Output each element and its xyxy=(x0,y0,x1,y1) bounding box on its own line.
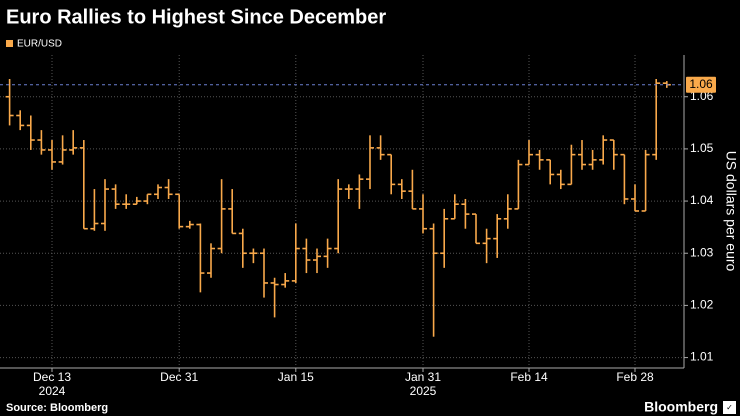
x-tick-label: Feb 14 xyxy=(510,370,548,384)
x-tick-label: Dec 13 xyxy=(33,370,71,384)
x-tick-label: Feb 28 xyxy=(616,370,654,384)
y-axis-title: US dollars per euro xyxy=(723,151,739,272)
legend-swatch xyxy=(6,40,13,47)
last-value-box xyxy=(686,76,716,93)
legend-label: EUR/USD xyxy=(17,39,62,50)
x-year-label: 2024 xyxy=(39,384,66,398)
x-tick-label: Jan 15 xyxy=(278,370,314,384)
x-year-label: 2025 xyxy=(410,384,437,398)
y-tick-label: 1.03 xyxy=(690,245,714,259)
y-tick-label: 1.01 xyxy=(690,350,714,364)
chart-title: Euro Rallies to Highest Since December xyxy=(6,6,386,28)
brand: Bloomberg xyxy=(644,399,718,415)
y-tick-label: 1.05 xyxy=(690,141,714,155)
brand-icon xyxy=(723,401,736,414)
y-tick-label: 1.04 xyxy=(690,193,714,207)
last-value-label: 1.06 xyxy=(689,77,713,91)
x-tick-label: Dec 31 xyxy=(160,370,198,384)
brand-icon-glyph: ✓ xyxy=(726,403,733,412)
y-tick-label: 1.02 xyxy=(690,298,714,312)
x-tick-label: Jan 31 xyxy=(405,370,441,384)
source: Source: Bloomberg xyxy=(6,402,108,414)
